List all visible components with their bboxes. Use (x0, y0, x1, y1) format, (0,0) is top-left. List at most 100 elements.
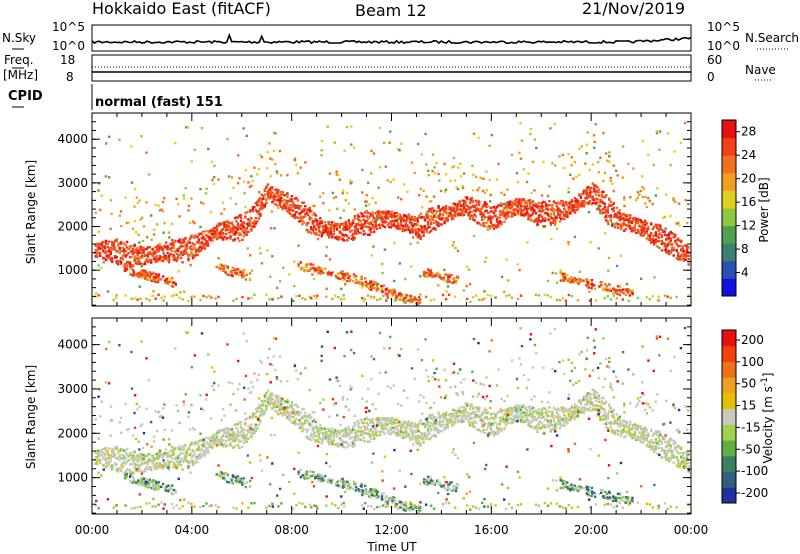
power-echo-cell (603, 202, 606, 206)
power-echo-cell (260, 193, 264, 196)
power-echo-cell (653, 239, 656, 242)
velocity-echo-cell (305, 435, 308, 439)
power-echo-cell (220, 212, 223, 215)
velocity-echo-cell (328, 427, 331, 431)
power-echo-cell (247, 222, 250, 225)
power-echo-cell (455, 205, 458, 208)
velocity-echo-cell (211, 439, 214, 442)
power-echo-cell (286, 194, 289, 197)
power-echo-cell (278, 203, 282, 207)
velocity-echo-cell (232, 392, 235, 396)
power-echo-cell (358, 215, 361, 218)
velocity-echo-cell (191, 455, 195, 458)
velocity-echo-cell (114, 455, 117, 459)
power-echo-cell (397, 214, 400, 217)
power-echo-cell (230, 271, 233, 275)
power-echo-cell (179, 251, 183, 254)
power-echo-cell (158, 277, 161, 280)
power-echo-cell (389, 130, 392, 133)
power-echo-cell (171, 276, 174, 280)
power-echo-cell (275, 191, 279, 195)
velocity-echo-cell (286, 407, 289, 411)
power-echo-cell (386, 217, 389, 220)
power-echo-cell (483, 203, 487, 206)
velocity-echo-cell (335, 433, 338, 436)
power-echo-cell (666, 251, 669, 254)
power-echo-cell (513, 202, 517, 206)
power-echo-cell (302, 201, 305, 204)
velocity-echo-cell (209, 436, 213, 439)
power-echo-cell (632, 226, 635, 230)
power-echo-cell (651, 227, 654, 231)
power-echo-cell (112, 298, 115, 302)
power-echo-cell (130, 255, 133, 259)
power-echo-cell (122, 242, 126, 245)
power-echo-cell (623, 213, 626, 216)
power-echo-cell (269, 175, 272, 178)
power-echo-cell (539, 220, 542, 224)
power-echo-cell (394, 298, 397, 301)
power-echo-cell (335, 235, 338, 238)
power-echo-cell (479, 176, 482, 180)
velocity-echo-cell (176, 454, 180, 458)
power-echo-cell (203, 244, 207, 247)
power-echo-cell (465, 265, 469, 269)
power-echo-cell (158, 243, 162, 247)
colorbar-segment (722, 278, 736, 297)
power-echo-cell (229, 228, 232, 232)
velocity-echo-cell (221, 434, 225, 438)
power-echo-cell (139, 273, 143, 276)
power-echo-cell (594, 190, 598, 193)
power-echo-cell (256, 220, 259, 223)
power-echo-cell (133, 273, 137, 276)
velocity-echo-cell (344, 434, 347, 438)
power-echo-cell (392, 288, 395, 291)
power-echo-cell (265, 167, 269, 170)
power-echo-cell (137, 276, 140, 279)
power-echo-cell (169, 253, 172, 256)
power-echo-cell (587, 202, 590, 206)
power-echo-cell (297, 265, 300, 268)
power-echo-cell (603, 296, 606, 300)
velocity-echo-cell (187, 447, 190, 450)
power-echo-cell (269, 227, 273, 230)
power-echo-cell (590, 202, 593, 206)
power-echo-cell (647, 196, 650, 200)
power-echo-cell (373, 287, 376, 290)
power-echo-cell (510, 296, 514, 299)
velocity-echo-cell (353, 444, 356, 447)
y-tick-label: 1000 (57, 263, 88, 277)
power-echo-cell (591, 202, 595, 205)
velocity-echo-cell (239, 434, 243, 437)
power-echo-cell (615, 289, 619, 292)
power-echo-cell (134, 248, 138, 251)
power-echo-cell (310, 228, 313, 231)
power-echo-cell (594, 123, 597, 126)
power-echo-cell (483, 216, 487, 219)
velocity-echo-cell (118, 421, 121, 424)
velocity-echo-cell (358, 422, 361, 425)
velocity-echo-cell (152, 458, 156, 462)
power-echo-cell (498, 220, 502, 223)
power-echo-cell (422, 225, 425, 228)
power-echo-cell (418, 229, 421, 233)
power-echo-cell (355, 223, 358, 226)
power-echo-cell (494, 225, 497, 229)
power-echo-cell (152, 290, 155, 293)
velocity-echo-cell (96, 451, 99, 455)
power-echo-cell (443, 268, 446, 272)
power-echo-cell (120, 224, 123, 228)
velocity-echo-cell (367, 428, 370, 431)
power-echo-cell (112, 247, 115, 250)
power-echo-cell (175, 197, 178, 201)
power-echo-cell (642, 229, 645, 232)
velocity-echo-cell (280, 399, 283, 403)
power-echo-cell (573, 196, 577, 200)
power-echo-cell (280, 295, 283, 298)
power-echo-cell (397, 294, 400, 297)
velocity-echo-cell (178, 460, 181, 464)
power-echo-cell (388, 222, 391, 225)
velocity-echo-cell (175, 465, 178, 468)
power-echo-cell (131, 273, 134, 277)
power-echo-cell (537, 219, 541, 222)
